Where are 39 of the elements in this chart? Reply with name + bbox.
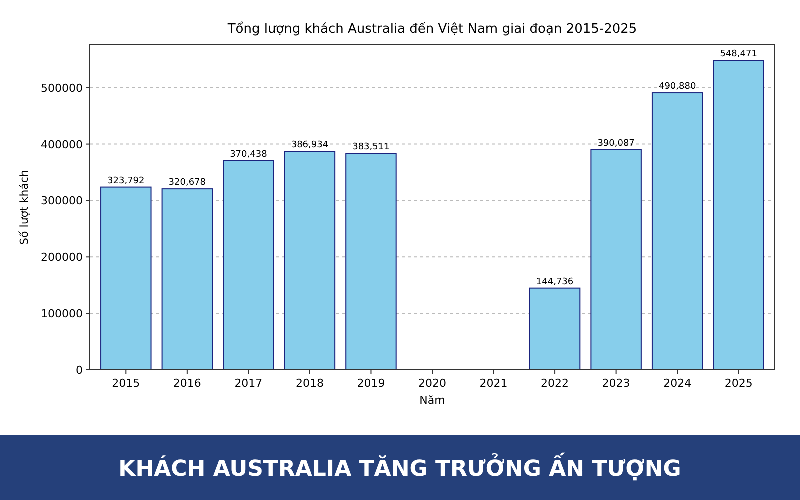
y-tick-label: 100000 <box>41 308 83 321</box>
bar <box>284 151 336 370</box>
data-label: 320,678 <box>168 178 206 188</box>
y-axis-title: Số lượt khách <box>18 170 31 245</box>
x-tick-label: 2018 <box>296 377 324 390</box>
y-tick-label: 500000 <box>41 82 83 95</box>
data-label: 548,471 <box>720 50 758 60</box>
chart-title: Tổng lượng khách Australia đến Việt Nam giai đoạn 2015-2025 <box>226 21 638 37</box>
data-label: 323,792 <box>108 176 145 186</box>
x-tick-label: 2015 <box>112 377 140 390</box>
x-tick-label: 2024 <box>664 377 692 390</box>
x-tick-label: 2022 <box>541 377 570 390</box>
bar <box>346 153 397 370</box>
x-axis-title: Năm <box>420 394 446 407</box>
y-tick-label: 400000 <box>41 138 83 152</box>
bar <box>590 149 642 370</box>
y-tick-label: 0 <box>76 364 83 377</box>
data-label: 370,438 <box>230 150 268 160</box>
x-tick-label: 2019 <box>357 377 386 390</box>
y-tick-label: 300000 <box>41 194 83 208</box>
x-tick-label: 2017 <box>234 377 263 390</box>
x-tick-label: 2016 <box>173 377 202 390</box>
data-label: 383,511 <box>352 142 390 153</box>
bar <box>713 60 764 370</box>
x-tick-label: 2020 <box>418 377 446 390</box>
bar <box>652 92 704 370</box>
data-label: 386,934 <box>291 140 329 151</box>
x-tick-label: 2025 <box>724 377 753 390</box>
x-tick-label: 2023 <box>602 377 630 390</box>
data-label: 490,880 <box>658 82 696 92</box>
bar <box>529 288 581 370</box>
data-label: 390,087 <box>598 138 635 149</box>
data-label: 144,736 <box>536 277 574 288</box>
bar <box>162 188 214 370</box>
x-tick-label: 2021 <box>480 377 508 390</box>
bar <box>100 186 152 370</box>
bar <box>223 160 274 370</box>
y-tick-label: 200000 <box>41 251 83 264</box>
text: KHÁCH AUSTRALIA TĂNG TRƯỞNG ẤN TƯỢNG <box>118 452 682 482</box>
